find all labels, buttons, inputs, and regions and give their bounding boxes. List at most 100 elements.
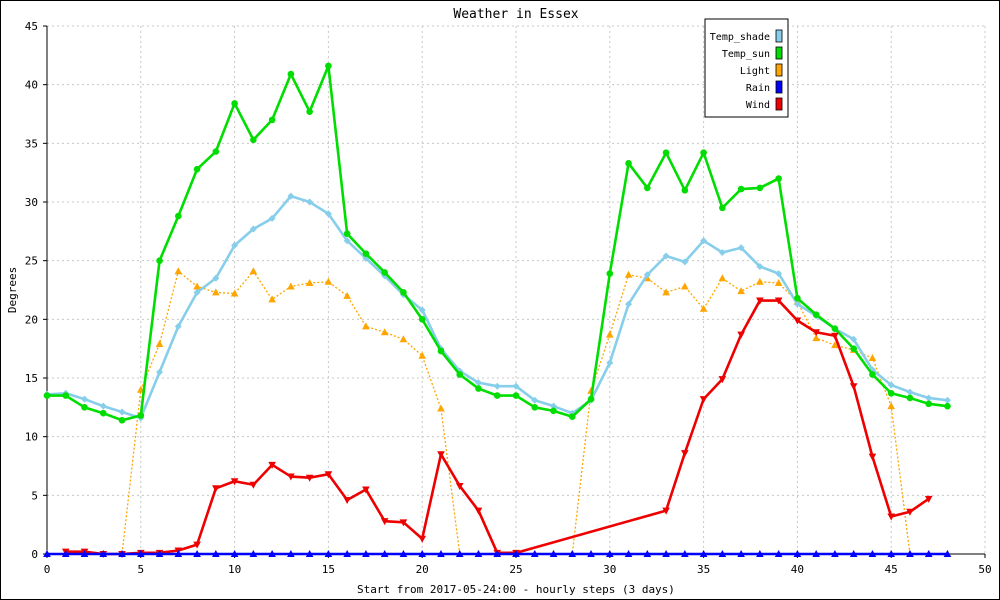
data-point-wind	[831, 332, 839, 340]
data-point-temp-sun	[156, 257, 163, 264]
data-point-light	[756, 277, 764, 285]
data-point-temp-sun	[850, 345, 857, 352]
data-point-wind	[362, 486, 370, 494]
data-point-rain	[268, 550, 276, 557]
data-point-light	[343, 291, 351, 299]
data-point-temp-sun	[887, 389, 895, 397]
data-point-rain	[155, 550, 164, 557]
data-point-wind	[268, 461, 276, 469]
data-point-temp-sun	[325, 62, 332, 70]
data-point-temp-shade	[943, 396, 951, 404]
data-point-rain	[587, 550, 595, 557]
data-point-temp-shade	[681, 258, 689, 266]
data-point-temp-sun	[400, 289, 407, 296]
data-point-temp-sun	[418, 316, 426, 323]
data-point-rain	[924, 550, 933, 557]
data-point-temp-sun	[531, 404, 539, 411]
data-point-temp-sun	[250, 136, 257, 144]
data-point-rain	[699, 550, 708, 557]
data-point-light	[737, 287, 745, 295]
data-point-light	[249, 267, 258, 275]
data-point-rain	[99, 550, 108, 557]
data-point-rain	[212, 550, 220, 557]
data-point-temp-sun	[212, 148, 220, 155]
y-tick-label: 5	[31, 489, 38, 502]
legend-swatch-temp-shade	[775, 29, 783, 43]
data-point-temp-shade	[287, 192, 295, 200]
data-point-rain	[249, 550, 258, 557]
data-point-temp-sun	[175, 212, 182, 220]
data-point-rain	[943, 550, 952, 557]
x-axis-label: Start from 2017-05-24:00 - hourly steps …	[357, 583, 675, 596]
data-point-rain	[849, 550, 858, 557]
data-point-wind	[437, 451, 445, 459]
data-point-wind	[324, 471, 333, 479]
data-point-rain	[80, 550, 89, 557]
data-point-rain	[793, 550, 802, 557]
y-tick-label: 0	[31, 548, 38, 561]
data-point-temp-sun	[193, 165, 201, 173]
data-point-temp-sun	[43, 392, 51, 399]
data-point-light	[230, 289, 239, 297]
data-point-temp-sun	[343, 230, 351, 237]
data-point-wind	[793, 317, 802, 325]
data-point-wind	[812, 329, 820, 337]
data-point-rain	[343, 550, 351, 557]
data-point-temp-sun	[231, 100, 238, 107]
data-point-temp-sun	[681, 186, 689, 194]
data-point-temp-shade	[418, 306, 426, 314]
data-point-rain	[380, 550, 389, 557]
data-point-temp-sun	[812, 311, 820, 318]
data-point-wind	[287, 473, 295, 481]
data-point-temp-sun	[550, 407, 557, 415]
data-point-light	[606, 330, 614, 338]
data-point-temp-sun	[925, 400, 933, 408]
data-point-temp-sun	[118, 416, 126, 424]
data-point-rain	[305, 550, 314, 557]
data-point-temp-shade	[174, 322, 182, 330]
legend-swatch-wind	[775, 97, 783, 111]
data-point-temp-sun	[362, 250, 370, 257]
data-point-rain	[887, 550, 895, 557]
data-point-light	[437, 404, 445, 412]
data-point-temp-shade	[81, 395, 89, 403]
x-tick-label: 45	[885, 563, 898, 576]
x-tick-label: 25	[509, 563, 522, 576]
data-point-rain	[118, 550, 126, 557]
data-point-temp-sun	[493, 392, 501, 399]
plot-area	[47, 26, 985, 554]
data-point-temp-shade	[550, 402, 558, 410]
data-point-rain	[737, 550, 745, 557]
data-point-wind	[737, 331, 745, 339]
data-point-rain	[530, 550, 539, 557]
y-axis-ticks: 0 5 10 15 20 25 30 35 40 45	[25, 20, 47, 561]
data-point-temp-sun	[475, 385, 482, 392]
legend-swatch-rain	[775, 80, 783, 94]
x-axis-ticks: 0 5 10 15 20 25 30 35 40 45 50	[44, 554, 992, 576]
data-point-temp-sun	[568, 413, 576, 421]
data-point-rain	[906, 550, 914, 557]
data-point-temp-shade	[850, 335, 858, 343]
data-point-temp-shade	[249, 225, 257, 233]
data-point-temp-shade	[306, 198, 314, 206]
legend-label-temp-shade: Temp_shade	[710, 32, 770, 43]
data-point-temp-sun	[606, 270, 614, 277]
data-point-light	[662, 288, 670, 296]
data-point-temp-sun	[512, 392, 520, 399]
data-point-temp-sun	[287, 70, 295, 78]
data-point-rain	[774, 550, 783, 557]
series-rain	[43, 550, 952, 557]
data-point-temp-shade	[493, 382, 501, 390]
y-tick-label: 10	[25, 431, 38, 444]
data-point-rain	[568, 550, 577, 557]
data-point-wind	[305, 474, 314, 482]
data-point-temp-sun	[625, 159, 632, 167]
data-point-temp-shade	[343, 237, 351, 245]
x-tick-label: 5	[137, 563, 144, 576]
y-tick-label: 40	[25, 79, 38, 92]
data-point-wind	[699, 396, 708, 404]
data-point-light	[868, 354, 877, 362]
data-point-rain	[324, 550, 333, 557]
data-point-light	[174, 267, 183, 275]
